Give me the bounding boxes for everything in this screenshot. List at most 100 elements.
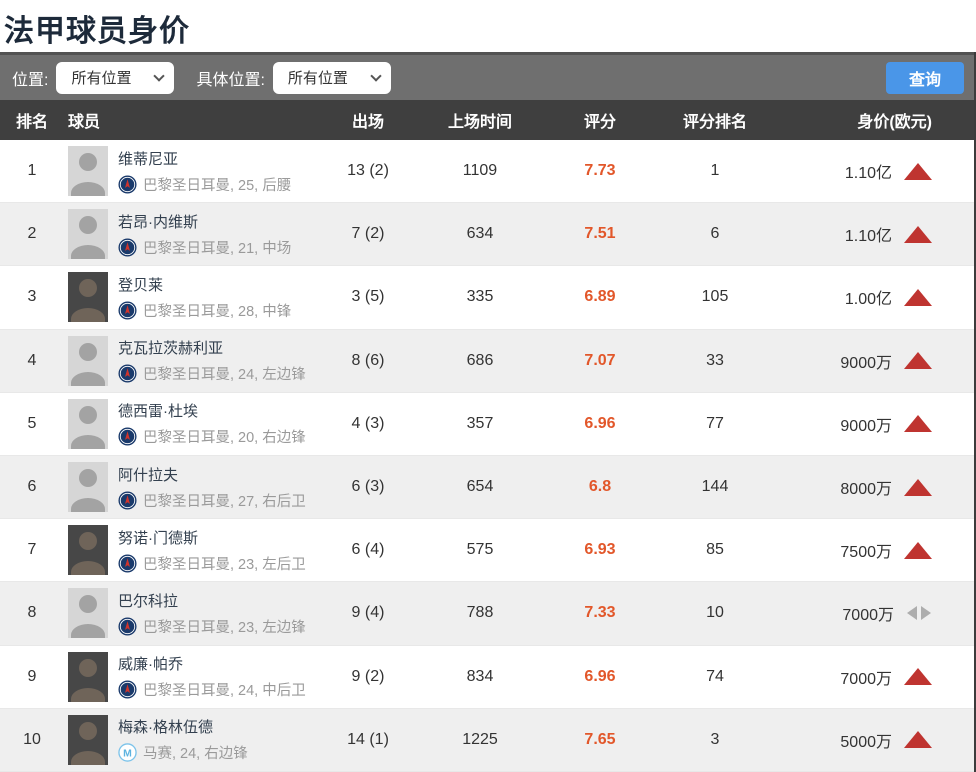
player-cell: 巴尔科拉 M 巴黎圣日耳曼, 23, 左边锋: [64, 588, 320, 639]
player-photo[interactable]: [68, 714, 108, 765]
photo-silhouette: [79, 721, 97, 740]
club-info: 巴黎圣日耳曼, 21, 中场: [143, 240, 292, 257]
club-badge-icon: M: [118, 491, 137, 510]
club-info: 巴黎圣日耳曼, 20, 右边锋: [143, 430, 306, 447]
table-row[interactable]: 5 德西雷·杜埃 M 巴黎圣日耳曼, 20, 右边锋 4 (3) 357 6.9…: [0, 393, 974, 456]
table-row[interactable]: 6 阿什拉夫 M 巴黎圣日耳曼, 27, 右后卫 6 (3) 654 6.8: [0, 455, 974, 520]
player-name[interactable]: 克瓦拉茨赫利亚: [118, 340, 224, 358]
player-name[interactable]: 维蒂尼亚: [118, 150, 179, 168]
photo-silhouette: [79, 279, 97, 298]
photo-silhouette: [79, 595, 97, 614]
table-row[interactable]: 2 若昂·内维斯 M 巴黎圣日耳曼, 21, 中场 7 (2) 634 7.51: [0, 203, 974, 267]
header-rank: 排名: [15, 114, 48, 131]
club-badge-icon: M: [118, 680, 137, 699]
player-photo[interactable]: [68, 209, 108, 260]
player-name[interactable]: 努诺·门德斯: [118, 529, 198, 547]
player-name[interactable]: 梅森·格林伍德: [118, 719, 213, 737]
player-name[interactable]: 登贝莱: [118, 276, 164, 294]
player-photo[interactable]: [68, 525, 108, 576]
minutes-cell: 335: [466, 288, 494, 306]
trend-up-icon: [904, 415, 932, 433]
photo-silhouette: [79, 216, 97, 235]
table-row[interactable]: 1 维蒂尼亚 M 巴黎圣日耳曼, 25, 后腰 13 (2) 1109 7.73: [0, 140, 974, 204]
player-photo[interactable]: [68, 335, 108, 386]
rating-cell: 7.73: [584, 162, 616, 180]
table-row[interactable]: 7 努诺·门德斯 M 巴黎圣日耳曼, 23, 左后卫 6 (4) 575 6.9…: [0, 519, 974, 583]
table-row[interactable]: 3 登贝莱 M 巴黎圣日耳曼, 28, 中锋 3 (5) 335 6.89: [0, 266, 974, 330]
player-name[interactable]: 若昂·内维斯: [118, 213, 198, 231]
psg-badge-icon: [118, 554, 137, 573]
photo-silhouette: [79, 342, 97, 361]
value-text: 1.00亿: [844, 291, 892, 309]
photo-silhouette: [71, 561, 105, 576]
trend-up-icon: [904, 288, 932, 306]
trend-icon: [904, 225, 932, 243]
photo-silhouette: [71, 245, 105, 260]
table-row[interactable]: 9 威廉·帕乔 M 巴黎圣日耳曼, 24, 中后卫 9 (2) 834 6.96: [0, 646, 974, 709]
appearances-cell: 6 (4): [351, 541, 385, 559]
table-row[interactable]: 4 克瓦拉茨赫利亚 M 巴黎圣日耳曼, 24, 左边锋 8 (6) 686 7.…: [0, 329, 974, 393]
main-content: 位置: 所有位置 具体位置: 所有位置 查询 排名 球员 出场 上场时间 评分 …: [0, 52, 976, 772]
header-value: 身价(欧元): [857, 114, 932, 131]
position-filter-label: 位置:: [12, 71, 49, 89]
appearances-cell: 4 (3): [351, 414, 385, 432]
rank-cell: 9: [27, 667, 37, 685]
club-badge-icon: M: [118, 364, 137, 383]
value-cell: 5000万: [774, 728, 974, 752]
rating-cell: 6.96: [584, 414, 616, 432]
query-button[interactable]: 查询: [886, 61, 964, 94]
player-cell: 登贝莱 M 巴黎圣日耳曼, 28, 中锋: [64, 272, 320, 323]
svg-text:M: M: [123, 749, 132, 760]
rating-rank-cell: 74: [706, 667, 724, 685]
value-cell: 7000万: [774, 665, 974, 689]
table-header: 排名 球员 出场 上场时间 评分 评分排名 身价(欧元): [0, 100, 974, 140]
value-text: 7000万: [840, 670, 892, 688]
minutes-cell: 654: [466, 478, 494, 496]
value-cell: 9000万: [774, 412, 974, 436]
specific-position-select-value: 所有位置: [287, 70, 348, 87]
player-cell: 维蒂尼亚 M 巴黎圣日耳曼, 25, 后腰: [64, 146, 320, 197]
table-row[interactable]: 8 巴尔科拉 M 巴黎圣日耳曼, 23, 左边锋 9 (4) 788 7.33: [0, 582, 974, 646]
value-text: 5000万: [840, 733, 892, 751]
club-badge-icon: M: [118, 175, 137, 194]
player-photo[interactable]: [68, 588, 108, 639]
photo-silhouette: [79, 532, 97, 551]
rank-cell: 7: [27, 541, 37, 559]
player-name[interactable]: 阿什拉夫: [118, 466, 179, 484]
club-info: 巴黎圣日耳曼, 23, 左边锋: [143, 619, 306, 636]
minutes-cell: 1109: [462, 162, 498, 180]
player-photo[interactable]: [68, 462, 108, 513]
table-body: 1 维蒂尼亚 M 巴黎圣日耳曼, 25, 后腰 13 (2) 1109 7.73: [0, 140, 974, 772]
trend-up-icon: [904, 541, 932, 559]
player-name[interactable]: 威廉·帕乔: [118, 656, 183, 674]
club-badge-icon: M: [118, 743, 137, 762]
club-info: 马赛, 24, 右边锋: [143, 746, 248, 763]
value-cell: 8000万: [774, 475, 974, 499]
player-photo[interactable]: [68, 398, 108, 449]
appearances-cell: 8 (6): [351, 351, 385, 369]
specific-position-select[interactable]: 所有位置: [272, 61, 391, 94]
rank-cell: 8: [27, 604, 37, 622]
photo-silhouette: [79, 153, 97, 172]
player-name[interactable]: 巴尔科拉: [118, 592, 179, 610]
player-photo[interactable]: [68, 272, 108, 323]
psg-badge-icon: [118, 427, 137, 446]
club-badge-icon: M: [118, 238, 137, 257]
photo-silhouette: [71, 687, 105, 702]
table-row[interactable]: 10 梅森·格林伍德 M 马赛, 24, 右边锋 14 (1) 1225 7.6…: [0, 708, 974, 772]
player-name[interactable]: 德西雷·杜埃: [118, 403, 198, 421]
club-info: 巴黎圣日耳曼, 24, 左边锋: [143, 367, 306, 384]
position-select[interactable]: 所有位置: [56, 61, 175, 94]
specific-position-filter-label: 具体位置:: [196, 71, 265, 89]
minutes-cell: 686: [466, 351, 494, 369]
value-text: 7500万: [840, 544, 892, 562]
photo-silhouette: [71, 308, 105, 323]
psg-badge-icon: [118, 238, 137, 257]
rating-rank-cell: 105: [701, 288, 729, 306]
photo-silhouette: [71, 434, 105, 449]
player-photo[interactable]: [68, 146, 108, 197]
club-badge-icon: M: [118, 427, 137, 446]
club-info: 巴黎圣日耳曼, 24, 中后卫: [143, 683, 306, 700]
club-badge-icon: M: [118, 617, 137, 636]
player-photo[interactable]: [68, 651, 108, 702]
